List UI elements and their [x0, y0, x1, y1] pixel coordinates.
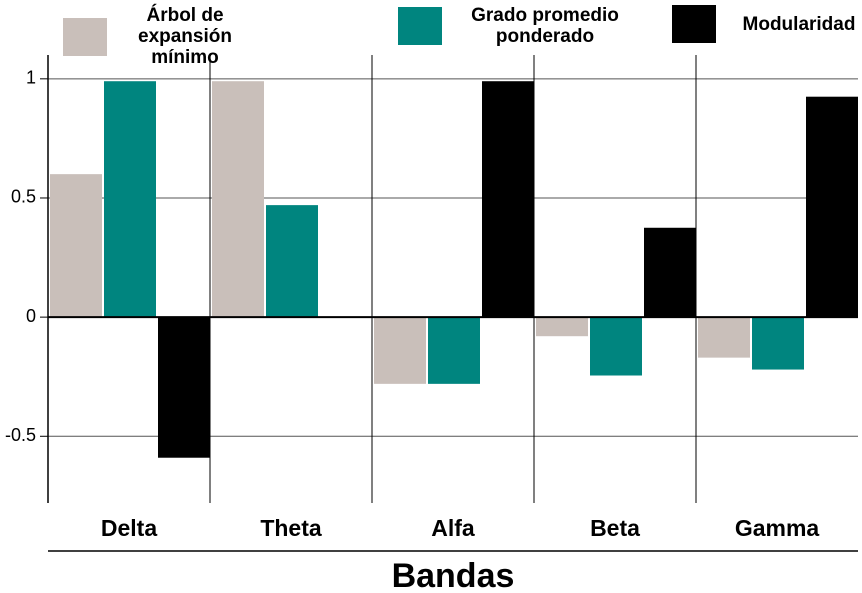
bar [536, 317, 588, 337]
y-tick-label: 0 [26, 306, 36, 326]
bar [428, 317, 480, 384]
y-tick-label: 1 [26, 68, 36, 88]
bar [50, 174, 102, 318]
bar [482, 81, 534, 318]
bar [590, 317, 642, 376]
legend-item: Árbol de expansión mínimo [63, 5, 255, 68]
x-axis-title: Bandas [392, 557, 515, 593]
bar [212, 81, 264, 318]
bar [752, 317, 804, 370]
bar [158, 317, 210, 458]
legend-label: Árbol de expansión mínimo [138, 5, 232, 68]
bar [104, 81, 156, 318]
legend-swatch [672, 5, 716, 43]
legend-label: Grado promedio ponderado [471, 5, 619, 47]
bar [644, 227, 696, 318]
legend-item: Grado promedio ponderado [398, 5, 640, 47]
bar [698, 317, 750, 358]
legend-swatch [398, 7, 442, 45]
legend-item: Modularidad [672, 5, 862, 43]
x-tick-label: Gamma [735, 515, 820, 541]
x-tick-label: Alfa [431, 515, 475, 541]
y-tick-label: -0.5 [5, 425, 36, 445]
bar [806, 96, 858, 318]
bar [266, 205, 318, 318]
legend-label: Modularidad [742, 13, 856, 35]
legend-swatch [63, 17, 107, 56]
y-tick-label: 0.5 [11, 187, 36, 207]
bar [374, 317, 426, 384]
x-tick-label: Beta [590, 515, 640, 541]
x-tick-label: Delta [101, 515, 157, 541]
x-tick-label: Theta [260, 515, 322, 541]
